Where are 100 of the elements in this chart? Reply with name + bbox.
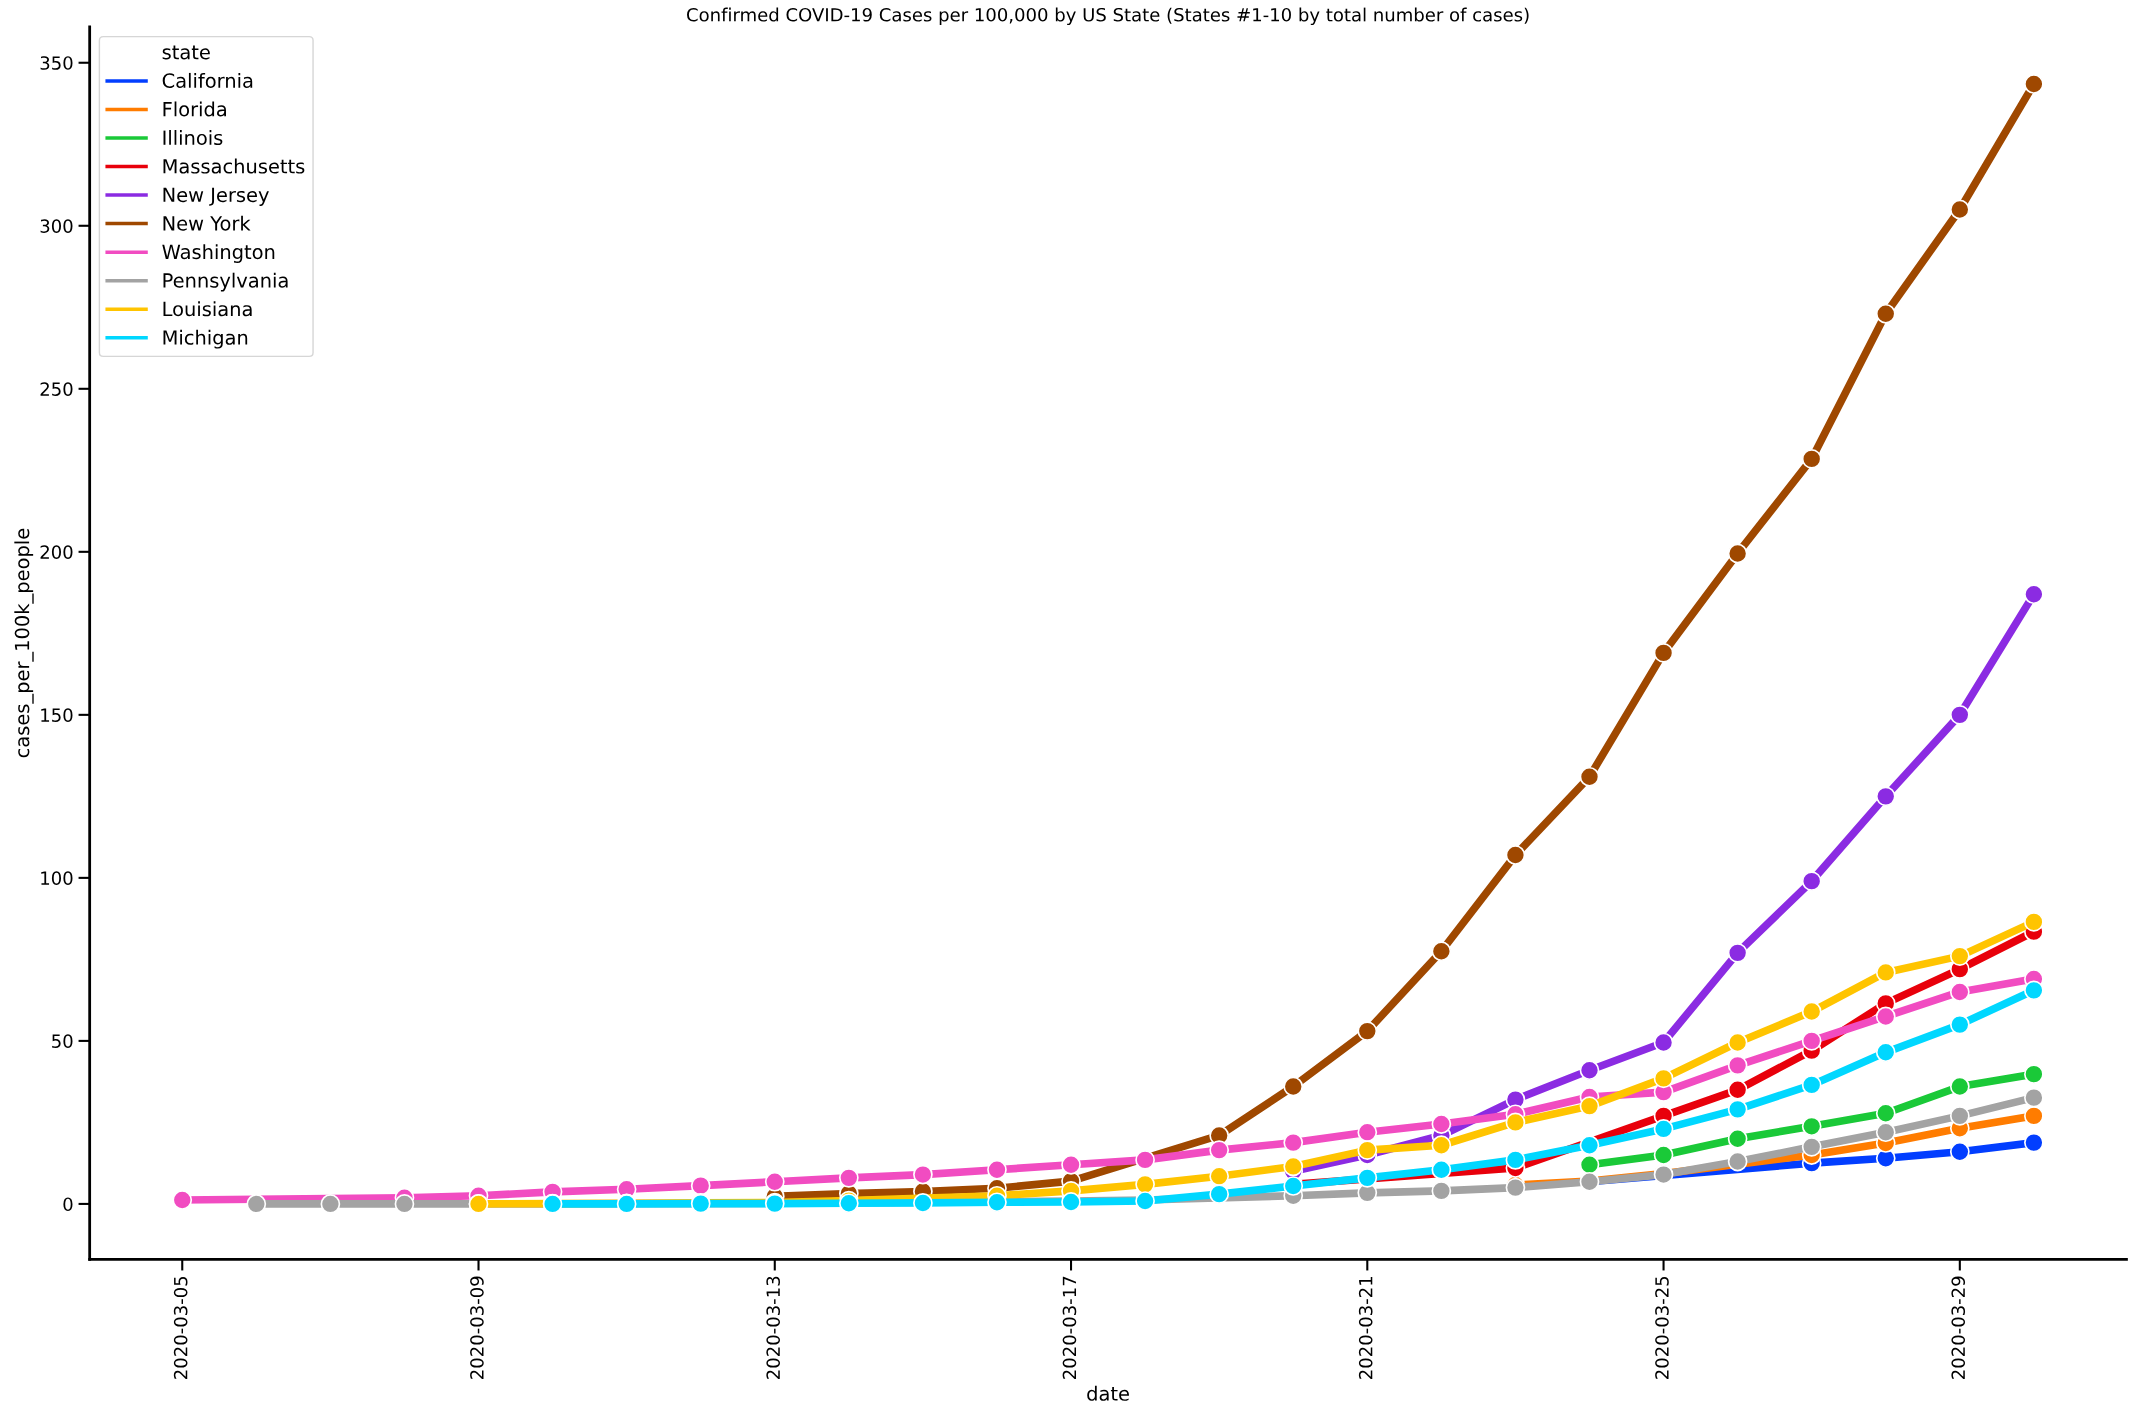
point — [1875, 1122, 1896, 1143]
point — [1727, 543, 1748, 564]
point — [2024, 1064, 2044, 1085]
legend-label: New York — [163, 215, 251, 231]
y-tick-label: 250 — [40, 382, 73, 396]
point — [1505, 845, 1526, 865]
point — [1727, 1079, 1748, 1100]
point — [1801, 449, 1822, 469]
point — [1875, 1103, 1896, 1124]
point — [838, 1167, 859, 1188]
point — [1653, 1145, 1674, 1165]
point — [1357, 1021, 1378, 1041]
y-tick-label: 300 — [40, 219, 73, 233]
point — [1579, 1154, 1600, 1175]
x-tick-label: 2020-03-29 — [1951, 1276, 1966, 1379]
y-tick-label: 100 — [41, 871, 73, 885]
point — [320, 1194, 341, 1214]
legend-label: Massachusetts — [163, 158, 305, 174]
y-tick-label: 0 — [63, 1197, 73, 1212]
legend-label: Michigan — [163, 329, 248, 349]
point — [1061, 1154, 1081, 1175]
point — [1801, 871, 1822, 891]
legend-label: Pennsylvania — [163, 272, 288, 292]
point — [2024, 1087, 2044, 1108]
point — [987, 1159, 1007, 1180]
point — [1949, 1014, 1970, 1035]
point — [1949, 1076, 1970, 1097]
point — [2024, 584, 2044, 605]
x-axis-title: date — [1087, 1385, 1129, 1401]
point — [1949, 946, 1970, 966]
point — [2024, 980, 2044, 1001]
x-tick-label: 2020-03-21 — [1358, 1276, 1373, 1379]
point — [1801, 1116, 1822, 1137]
point — [1431, 1135, 1452, 1156]
legend-label: Florida — [163, 101, 226, 117]
point — [1801, 1136, 1822, 1157]
point — [1579, 1060, 1600, 1081]
point — [2024, 74, 2044, 94]
legend-label: Washington — [162, 244, 275, 263]
point — [764, 1171, 785, 1192]
point — [1357, 1140, 1378, 1160]
y-tick-label: 200 — [40, 545, 73, 559]
point — [1875, 786, 1896, 807]
y-tick-label: 50 — [52, 1034, 73, 1049]
point — [1727, 943, 1748, 963]
point — [1579, 1096, 1600, 1116]
point — [1949, 1106, 1970, 1126]
point — [1431, 1181, 1452, 1201]
x-tick-label: 2020-03-09 — [470, 1276, 484, 1379]
legend-label: New Jersey — [163, 187, 269, 206]
chart-title: Confirmed COVID-19 Cases per 100,000 by US State (States #1-10 by total number of cases) — [687, 7, 1529, 26]
point — [172, 1190, 193, 1210]
y-tick-label: 350 — [40, 56, 73, 70]
point — [1209, 1140, 1230, 1160]
point — [1357, 1122, 1378, 1143]
point — [1431, 1159, 1452, 1180]
point — [1801, 1075, 1822, 1095]
point — [1727, 1128, 1748, 1149]
point — [1653, 1068, 1674, 1089]
point — [1727, 1032, 1748, 1053]
legend-label: Illinois — [163, 130, 223, 146]
legend-label: Louisiana — [163, 301, 252, 317]
point — [1949, 1141, 1970, 1162]
point — [1283, 1156, 1304, 1177]
point — [1653, 643, 1674, 663]
point — [1505, 1150, 1526, 1170]
point — [1135, 1174, 1155, 1195]
point — [913, 1164, 933, 1185]
point — [1949, 199, 1970, 220]
point — [1801, 1001, 1822, 1022]
point — [987, 1192, 1007, 1213]
point — [1283, 1076, 1304, 1097]
point — [1875, 962, 1896, 983]
point — [1135, 1150, 1155, 1170]
point — [1505, 1112, 1526, 1133]
point — [1875, 1042, 1896, 1063]
point — [1283, 1132, 1304, 1153]
point — [1949, 704, 1970, 725]
x-tick-label: 2020-03-17 — [1062, 1276, 1077, 1379]
point — [1801, 1031, 1822, 1051]
x-tick-label: 2020-03-05 — [173, 1276, 188, 1379]
x-tick-label: 2020-03-25 — [1655, 1276, 1669, 1379]
point — [2024, 1132, 2044, 1153]
point — [1579, 766, 1600, 787]
y-tick-label: 150 — [41, 708, 73, 722]
point — [1209, 1166, 1230, 1187]
point — [1875, 303, 1896, 324]
point — [1949, 982, 1970, 1002]
point — [1727, 1055, 1748, 1076]
legend-title: state — [162, 45, 210, 60]
x-tick-label: 2020-03-13 — [766, 1276, 781, 1379]
point — [1653, 1032, 1674, 1053]
point — [913, 1193, 933, 1213]
point — [1431, 1114, 1452, 1134]
point — [246, 1194, 267, 1214]
point — [1653, 1119, 1674, 1139]
point — [1875, 1006, 1896, 1027]
point — [1431, 941, 1452, 962]
point — [2024, 1106, 2044, 1126]
point — [2024, 912, 2044, 932]
